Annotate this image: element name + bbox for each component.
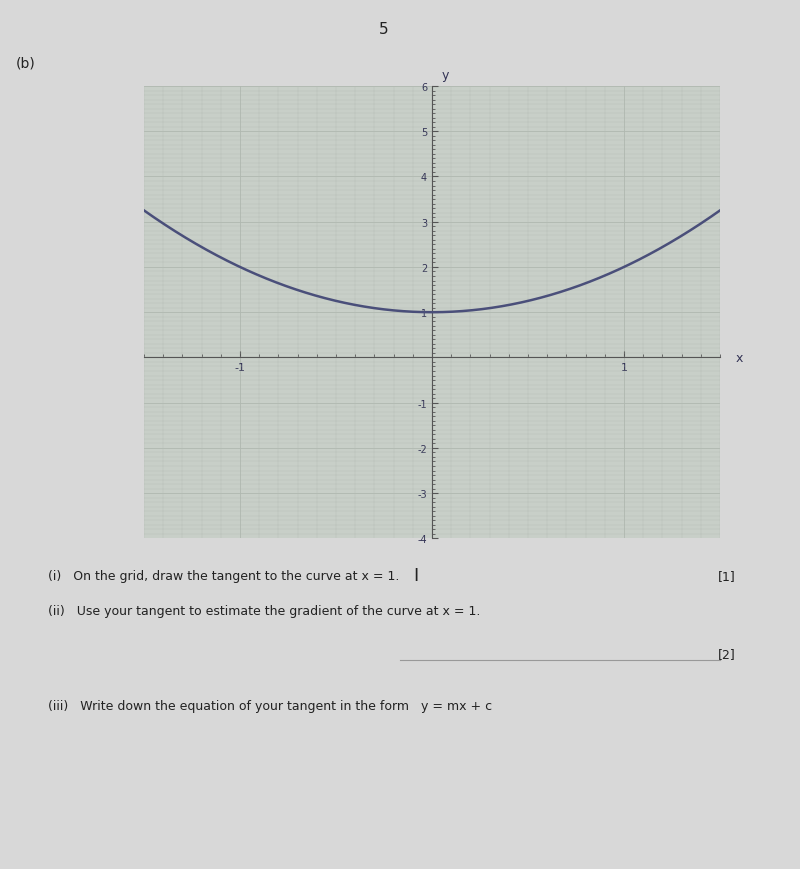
Text: (b): (b)	[16, 56, 36, 70]
Text: [2]: [2]	[718, 647, 736, 660]
Text: [1]: [1]	[718, 569, 736, 582]
Text: (ii)   Use your tangent to estimate the gradient of the curve at x = 1.: (ii) Use your tangent to estimate the gr…	[48, 604, 480, 617]
Text: 5: 5	[379, 22, 389, 36]
Text: (i)   On the grid, draw the tangent to the curve at x = 1.: (i) On the grid, draw the tangent to the…	[48, 569, 399, 582]
Text: x: x	[735, 352, 742, 364]
Text: (iii)   Write down the equation of your tangent in the form   y = mx + c: (iii) Write down the equation of your ta…	[48, 700, 492, 713]
Text: y: y	[442, 70, 449, 83]
Text: I: I	[414, 567, 418, 585]
